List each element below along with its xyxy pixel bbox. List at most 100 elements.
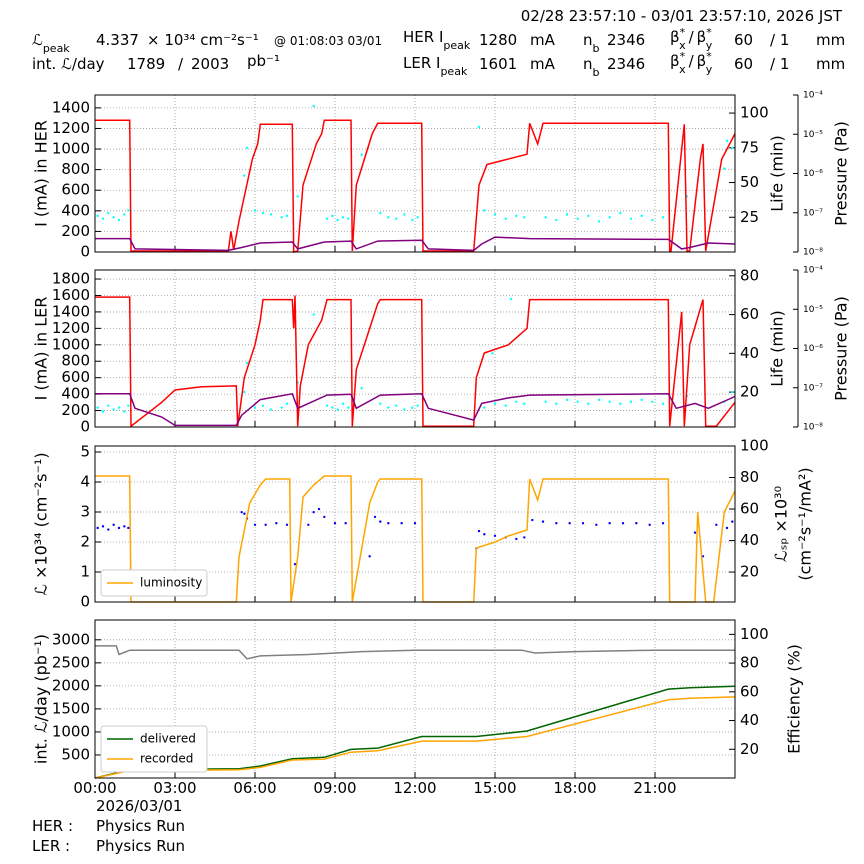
y-tick-label: 800 [61,160,90,178]
y-tick-label: 1000 [52,140,90,158]
subscript: x [679,63,686,76]
y2-tick-label: 20 [740,563,759,581]
y-label: I (mA) in LER [32,297,51,401]
point [347,406,350,409]
lumi-peak: 4.337 [96,31,139,49]
point [123,525,126,528]
y2-label: Life (min) [768,135,787,212]
point [101,217,105,220]
point [411,406,414,409]
series-line [95,236,736,252]
y3-tick-label: 10⁻⁵ [803,305,823,315]
symbol: β [670,52,680,70]
point [725,139,729,143]
point [333,522,337,525]
y-tick-label: 3 [80,503,90,521]
symbol: β [670,28,680,46]
point [515,214,518,218]
sup: * [706,26,712,39]
point [325,217,329,220]
point [112,523,115,526]
ler-peak: 1601 [479,55,517,73]
point [368,555,371,558]
y-tick-label: 600 [61,368,90,386]
y2-tick-label: 20 [740,383,759,401]
symbol: n [583,55,593,73]
y-tick-label: 2500 [52,653,90,671]
point [269,213,273,216]
point [341,216,345,219]
point [523,216,526,219]
sup: * [706,50,712,63]
her-run-mode: Physics Run [96,817,185,835]
point [619,211,622,215]
point [264,523,267,526]
ler-run-mode: Physics Run [96,837,185,855]
y3-tick-label: 10⁻⁶ [803,344,823,354]
point [285,214,289,218]
point [483,533,486,536]
point [595,523,598,526]
point [253,406,257,409]
sep: / [689,28,695,46]
point [403,213,406,216]
point [640,398,643,402]
ler-run-label: LER : [32,837,70,855]
point [723,167,726,170]
point [608,522,611,525]
series-line [94,696,736,779]
date-range: 02/28 23:57:10 - 03/01 23:57:10, 2026 JS… [521,7,843,25]
subscript: b [593,66,600,79]
slash: / [178,55,184,73]
point [117,526,121,530]
legend-label: recorded [140,752,193,766]
point [597,220,601,223]
y-tick-label: 5 [80,443,90,461]
label: HER I [403,28,443,46]
point [477,529,481,533]
ler-peak-label: LER Ipeak [403,54,468,78]
point [387,216,390,219]
point [648,523,651,526]
point [96,526,99,530]
x-tick-label: 06:00 [233,779,276,797]
y-tick-label: 1000 [52,722,90,740]
point [413,522,417,525]
point [515,537,518,541]
series-line [95,119,736,253]
point [483,406,486,409]
point [400,522,403,525]
point [731,390,734,394]
point [123,410,126,413]
point [101,410,105,413]
y-tick-label: 2 [80,533,90,551]
panel: 00:00 03:00 06:00 09:00 12:00 15:00 18:00 21:00… [32,619,804,797]
point [379,402,382,405]
y2-tick-label: 60 [740,682,759,700]
point [341,402,345,405]
y-tick-label: 0 [80,593,90,611]
y3-tick-label: 10⁻⁵ [803,130,823,140]
point [101,525,105,528]
point [269,408,273,411]
symbol: β [697,52,707,70]
panel: 0 1 2 3 4 5 20 40 60 80 100 ℒ ×10³⁴ (cm⁻²s⁻¹) ℒₛₚ ×1… [32,437,815,611]
y-label: int. ℒ/day (pb⁻¹) [32,634,51,764]
point [635,522,638,525]
point [629,400,633,404]
int-lumi-recorded: 1789 [127,55,165,73]
point [576,217,579,220]
nb-label: nb [583,31,600,55]
point [245,146,249,149]
point [317,507,321,511]
panel: 0 200 400 600 800 1000 1200 1400 25 50 75 100 10⁻⁸ 10… [32,91,851,261]
x-tick-label: 00:00 [73,779,116,797]
y3-label: Pressure (Pa) [832,296,851,401]
point [253,523,257,526]
point [555,218,558,222]
x-tick-label: 15:00 [473,779,516,797]
point [411,218,414,222]
point [504,217,507,220]
label: LER I [403,54,440,72]
